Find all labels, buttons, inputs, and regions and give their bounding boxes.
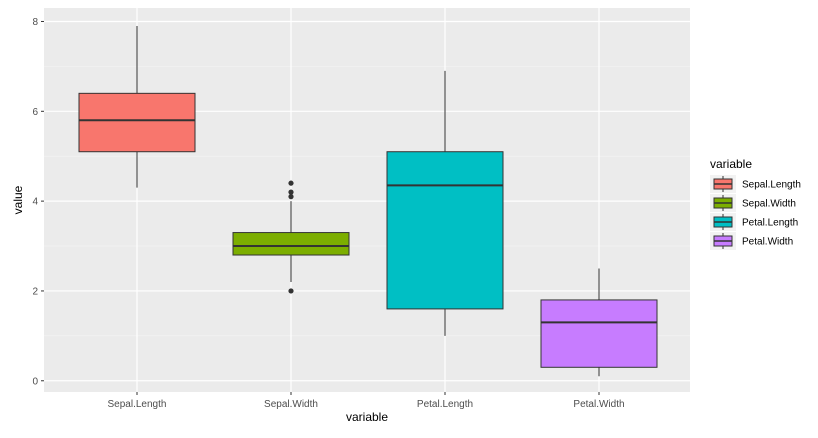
legend-label: Petal.Width [742, 237, 793, 248]
legend-item: Sepal.Length [710, 175, 801, 193]
x-axis: Sepal.Length Sepal.Width Petal.Length Petal… [108, 392, 625, 410]
legend: variable Sepal.Length Sepal.Width Petal.Le… [710, 157, 801, 250]
legend-label: Sepal.Length [742, 180, 801, 191]
outlier-point [288, 288, 294, 294]
box [232, 232, 350, 256]
y-tick-label: 4 [32, 197, 38, 208]
boxes [78, 25, 658, 377]
y-axis: 0 2 4 6 8 [32, 17, 44, 387]
y-tick-label: 0 [32, 376, 38, 387]
box-petal-length [386, 70, 504, 336]
x-tick-label: Sepal.Width [264, 399, 318, 410]
box-sepal-length [78, 25, 196, 188]
x-tick-label: Petal.Width [573, 399, 624, 410]
legend-label: Sepal.Width [742, 199, 796, 210]
box [540, 299, 658, 368]
outlier-point [288, 194, 294, 200]
y-tick-label: 6 [32, 107, 38, 118]
legend-title: variable [710, 157, 752, 171]
legend-item: Petal.Width [710, 232, 793, 250]
legend-item: Sepal.Width [710, 194, 796, 212]
outlier-point [288, 180, 294, 186]
outlier-point [288, 189, 294, 195]
box-sepal-width [232, 180, 350, 294]
legend-label: Petal.Length [742, 218, 798, 229]
y-axis-title: value [11, 185, 25, 214]
x-tick-label: Petal.Length [417, 399, 473, 410]
box-petal-width [540, 268, 658, 377]
x-axis-title: variable [346, 410, 388, 424]
box [78, 92, 196, 153]
box [386, 151, 504, 310]
y-tick-label: 2 [32, 286, 38, 297]
y-tick-label: 8 [32, 17, 38, 28]
legend-item: Petal.Length [710, 213, 798, 231]
x-tick-label: Sepal.Length [108, 399, 167, 410]
